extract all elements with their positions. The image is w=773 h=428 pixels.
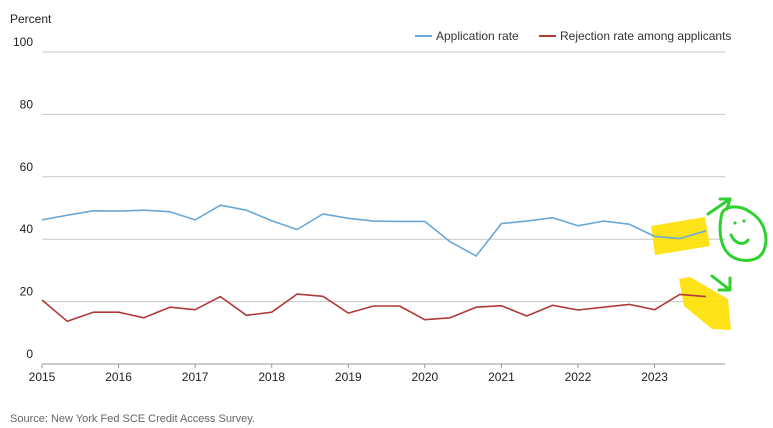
legend-label: Rejection rate among applicants (560, 29, 731, 43)
highlight-red-end (679, 277, 731, 330)
y-tick-label: 0 (26, 347, 33, 361)
smiley-eye (742, 219, 746, 223)
y-tick-label: 40 (20, 222, 34, 236)
smiley-eye (733, 221, 737, 225)
x-tick-label: 2020 (411, 370, 438, 384)
y-tick-labels: 0 20 40 60 80 100 (13, 35, 33, 361)
grid-lines (42, 51, 725, 365)
x-tick-label: 2019 (335, 370, 362, 384)
y-tick-label: 20 (20, 285, 34, 299)
x-tick-label: 2022 (565, 370, 592, 384)
smiley-mouth (729, 233, 750, 245)
arrow-up-icon (706, 197, 732, 216)
hand-drawn-annotation (706, 197, 768, 292)
y-axis-label: Percent (10, 12, 52, 26)
highlight-blue-end (651, 217, 710, 255)
y-tick-label: 100 (13, 35, 33, 49)
x-tick-labels: 2015 2016 2017 2018 2019 2020 2021 2022 2023 (29, 364, 668, 384)
x-tick-label: 2023 (641, 370, 668, 384)
y-tick-label: 80 (20, 97, 34, 111)
series-line-rejection-rate (41, 293, 706, 323)
x-tick-label: 2016 (105, 370, 132, 384)
series-lines (41, 204, 707, 323)
y-tick-label: 60 (20, 160, 34, 174)
x-tick-label: 2018 (258, 370, 285, 384)
source-note: Source: New York Fed SCE Credit Access S… (10, 413, 255, 425)
x-tick-label: 2015 (29, 370, 56, 384)
smiley-face-drawing (718, 205, 768, 262)
x-tick-label: 2017 (182, 370, 209, 384)
series-line-application-rate (41, 204, 707, 257)
highlight-marks (651, 217, 731, 330)
legend-label: Application rate (436, 29, 519, 43)
legend: Application rate Rejection rate among app… (415, 29, 731, 43)
arrow-down-icon (710, 274, 732, 292)
x-tick-label: 2021 (488, 370, 515, 384)
